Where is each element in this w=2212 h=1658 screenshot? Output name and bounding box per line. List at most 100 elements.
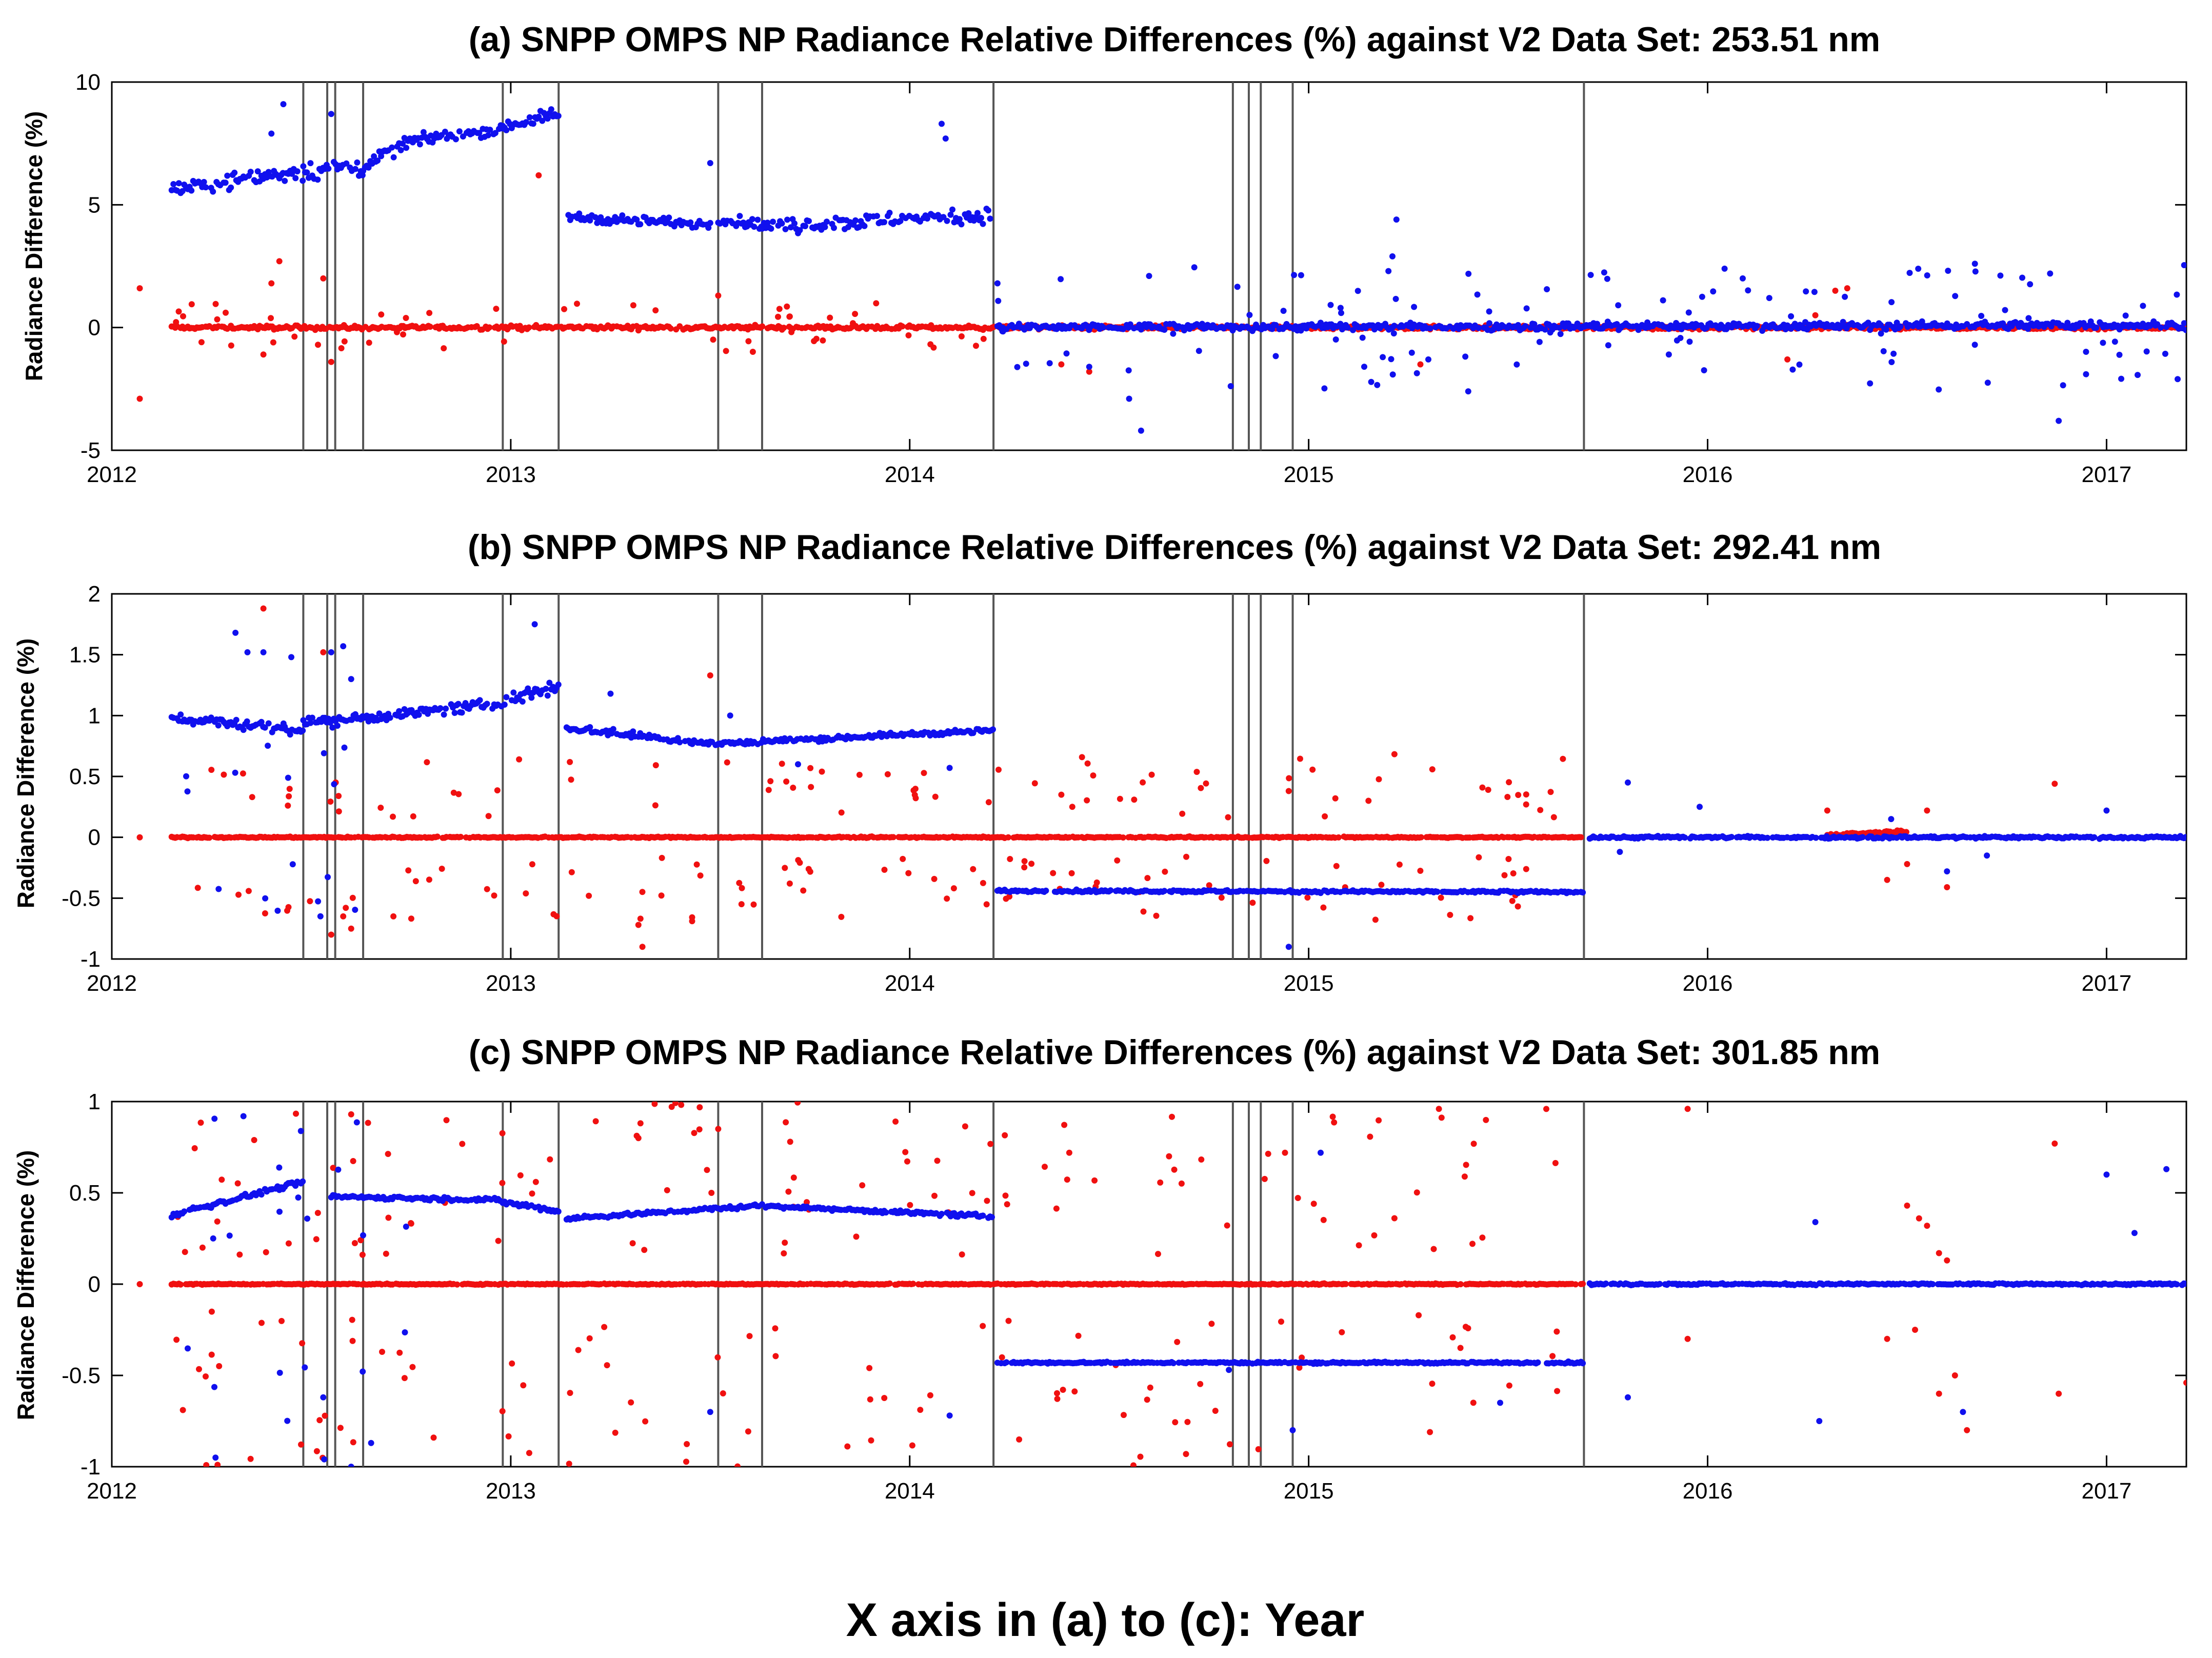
data-point [639, 889, 646, 895]
data-point [410, 813, 416, 820]
data-point [1556, 325, 1563, 331]
data-point [1161, 327, 1168, 333]
data-point [352, 907, 358, 913]
x-tick-label: 2012 [87, 1479, 137, 1504]
data-point [349, 1316, 355, 1323]
data-point [285, 774, 291, 781]
data-point [1390, 330, 1397, 337]
data-point [932, 793, 939, 800]
data-point [1701, 367, 1707, 373]
data-point [1812, 834, 1819, 841]
data-point [539, 117, 546, 124]
data-point [1665, 351, 1672, 358]
data-point [401, 1375, 408, 1382]
data-point [265, 720, 272, 727]
data-point [501, 702, 508, 708]
data-point [947, 211, 954, 218]
data-point [304, 169, 310, 176]
data-point [1393, 216, 1400, 223]
data-point [907, 1202, 913, 1208]
data-point [1897, 323, 1904, 330]
series-red [136, 172, 2186, 402]
data-point [819, 768, 825, 775]
data-point [1859, 834, 1866, 841]
data-point [276, 258, 283, 265]
data-point [1462, 353, 1469, 360]
data-point [1686, 338, 1693, 345]
data-point [1203, 780, 1209, 787]
data-point [785, 1188, 792, 1195]
data-point [788, 224, 794, 231]
data-point [1183, 853, 1189, 860]
data-point [331, 781, 337, 788]
data-point [1625, 779, 1631, 786]
data-point [1685, 309, 1692, 316]
data-point [180, 313, 186, 319]
data-point [1764, 834, 1771, 841]
data-point [1924, 272, 1930, 278]
data-point [905, 332, 912, 338]
data-point [734, 1463, 741, 1467]
data-point [215, 886, 222, 892]
data-point [291, 333, 298, 340]
data-point [1069, 804, 1075, 810]
data-point [1547, 329, 1553, 336]
data-point [2064, 319, 2071, 326]
data-point [796, 860, 803, 866]
data-point [228, 342, 234, 349]
data-point [1458, 1281, 1464, 1288]
data-point [788, 329, 795, 335]
data-point [1178, 1180, 1185, 1187]
data-point [221, 771, 227, 778]
data-point [724, 759, 730, 766]
data-point [1924, 807, 1930, 814]
data-point [1605, 342, 1611, 349]
data-point [2083, 349, 2089, 355]
data-point [574, 301, 580, 307]
data-point [452, 136, 459, 143]
data-point [1515, 792, 1522, 798]
data-point [1554, 1388, 1561, 1394]
data-point [365, 718, 372, 725]
data-point [1486, 320, 1492, 327]
data-point [676, 739, 683, 746]
data-point [222, 179, 229, 186]
data-point [707, 219, 713, 226]
data-point [1227, 1441, 1233, 1448]
data-point [1465, 388, 1471, 395]
data-point [764, 219, 771, 226]
data-point [1682, 834, 1688, 841]
data-point [210, 188, 216, 195]
data-point [970, 866, 977, 872]
data-point [651, 1102, 658, 1107]
data-point [2051, 781, 2058, 787]
data-point [203, 1462, 210, 1467]
data-point [696, 1126, 703, 1133]
data-point [1467, 915, 1474, 922]
data-point [2116, 351, 2123, 358]
data-point [2181, 262, 2186, 268]
data-point [1014, 364, 1021, 370]
data-point [1572, 1281, 1579, 1288]
data-point [1157, 1179, 1164, 1186]
data-point [1389, 253, 1396, 259]
data-point [1418, 834, 1424, 841]
data-point [317, 913, 324, 920]
data-point [930, 344, 937, 351]
data-point [415, 711, 422, 718]
data-point [2183, 327, 2186, 333]
data-point [450, 789, 457, 796]
data-point [1537, 807, 1544, 813]
data-point [286, 786, 293, 792]
data-point [1042, 1164, 1048, 1170]
data-point [535, 113, 542, 120]
data-point [335, 808, 342, 815]
data-point [965, 210, 972, 216]
data-point [1613, 321, 1620, 327]
data-point [781, 325, 787, 331]
y-tick-label: 0 [88, 1272, 101, 1297]
data-point [289, 861, 296, 868]
data-point [1542, 326, 1548, 333]
data-point [400, 331, 406, 338]
data-point [1291, 272, 1298, 278]
